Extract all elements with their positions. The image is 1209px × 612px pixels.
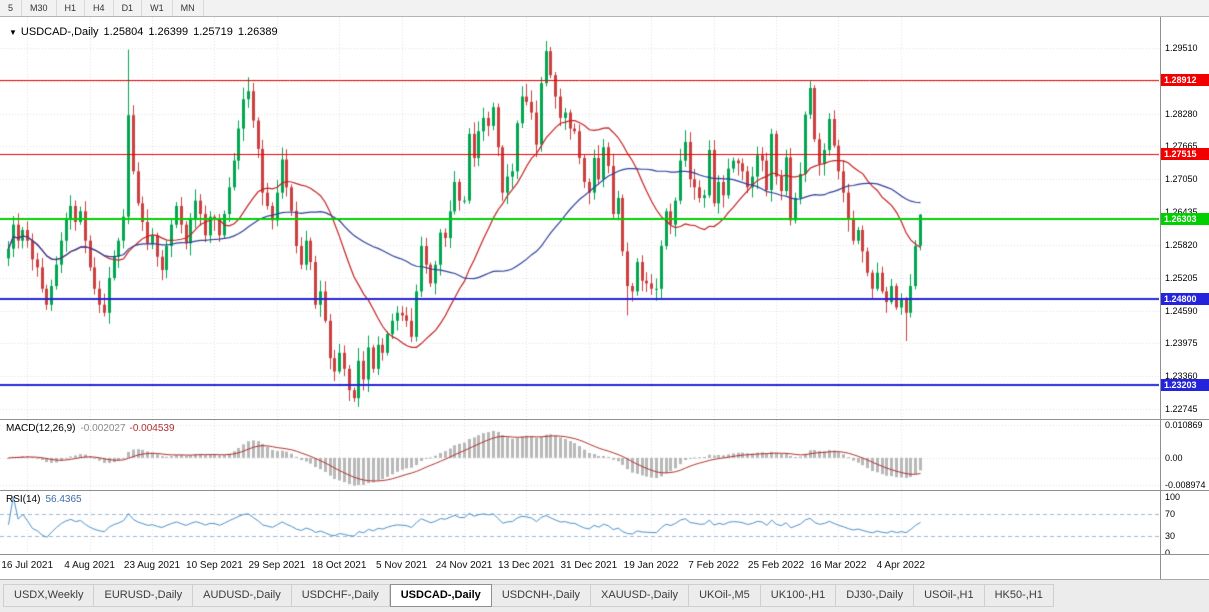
date-axis-label: 4 Apr 2022	[876, 560, 925, 571]
macd-axis-label: 0.00	[1165, 452, 1183, 463]
date-axis-label: 19 Jan 2022	[623, 560, 679, 571]
tab-dj30-daily[interactable]: DJ30-,Daily	[836, 584, 915, 607]
macd-label: MACD(12,26,9) -0.002027 -0.004539	[6, 423, 175, 434]
date-axis-label: 7 Feb 2022	[688, 560, 739, 571]
collapse-icon[interactable]: ▼	[9, 28, 17, 37]
macd-name: MACD(12,26,9)	[6, 423, 76, 434]
price-axis-label: 1.28280	[1165, 108, 1198, 119]
date-axis-label: 5 Nov 2021	[376, 560, 428, 571]
rsi-axis: 100 70 30 0	[1160, 491, 1209, 557]
price-line-badge: 1.26303	[1161, 213, 1209, 225]
price-line-badge: 1.27515	[1161, 148, 1209, 160]
date-axis-label: 16 Jul 2021	[1, 560, 54, 571]
tab-ukoil-m5[interactable]: UKOil-,M5	[689, 584, 761, 607]
price-axis-label: 1.25820	[1165, 239, 1198, 250]
date-axis-corner	[1160, 555, 1209, 579]
date-axis-label: 13 Dec 2021	[498, 560, 555, 571]
rsi-axis-label: 0	[1165, 547, 1171, 558]
price-axis-label: 1.29510	[1165, 42, 1198, 53]
tab-xauusd-daily[interactable]: XAUUSD-,Daily	[591, 584, 690, 607]
tab-usdcnh-daily[interactable]: USDCNH-,Daily	[491, 584, 592, 607]
chart-symbol-label: USDCAD-,Daily	[20, 26, 99, 38]
macd-indicator-panel: MACD(12,26,9) -0.002027 -0.004539 0.010869…	[0, 419, 1209, 490]
timeframe-d1[interactable]: D1	[114, 0, 143, 16]
date-axis-label: 24 Nov 2021	[435, 560, 493, 571]
candlestick-canvas[interactable]	[0, 17, 1159, 419]
price-axis[interactable]: 1.29510 1.28280 1.27665 1.27050 1.26435 1.258…	[1160, 17, 1209, 419]
tab-usdcad-daily[interactable]: USDCAD-,Daily	[389, 584, 492, 607]
rsi-indicator-panel: RSI(14) 56.4365 100 70 30 0	[0, 490, 1209, 557]
date-axis-label: 25 Feb 2022	[747, 560, 805, 571]
tab-usdchf-daily[interactable]: USDCHF-,Daily	[291, 584, 390, 607]
tab-uk100-h1[interactable]: UK100-,H1	[760, 584, 837, 607]
macd-signal-value: -0.004539	[129, 423, 175, 434]
price-line-badge: 1.23203	[1161, 379, 1209, 391]
price-axis-label: 1.27050	[1165, 174, 1198, 185]
rsi-axis-label: 30	[1165, 531, 1176, 541]
rsi-axis-label: 70	[1165, 508, 1176, 519]
quote-low: 1.25719	[193, 26, 233, 38]
macd-axis-label: 0.010869	[1165, 419, 1203, 430]
rsi-name: RSI(14)	[6, 494, 41, 505]
tab-audusd-daily[interactable]: AUDUSD-,Daily	[193, 584, 292, 607]
price-line-badge: 1.28912	[1161, 74, 1209, 86]
timeframe-toolbar: 5 M30 H1 H4 D1 W1 MN	[0, 0, 1209, 17]
rsi-axis-label: 100	[1165, 491, 1181, 502]
main-chart-panel: ▼ USDCAD-,Daily 1.25804 1.26399 1.25719 1.263…	[0, 17, 1209, 419]
price-axis-label: 1.22745	[1165, 404, 1198, 415]
date-axis-label: 10 Sep 2021	[186, 560, 243, 571]
tab-eurusd-daily[interactable]: EURUSD-,Daily	[94, 584, 194, 607]
macd-axis: 0.010869 0.00 -0.008974	[1160, 420, 1209, 490]
chart-tab-bar: USDX,Weekly EURUSD-,Daily AUDUSD-,Daily USD…	[0, 579, 1209, 612]
timeframe-w1[interactable]: W1	[142, 0, 173, 16]
timeframe-5[interactable]: 5	[0, 0, 23, 16]
date-axis-label: 31 Dec 2021	[560, 560, 618, 571]
quote-close: 1.26389	[237, 26, 278, 38]
date-axis[interactable]: 16 Jul 2021 4 Aug 2021 23 Aug 2021 10 Sep 2…	[0, 554, 1209, 579]
rsi-canvas[interactable]	[0, 491, 1159, 554]
rsi-value: 56.4365	[45, 494, 82, 505]
quote-high: 1.26399	[148, 26, 189, 38]
tab-usdx-weekly[interactable]: USDX,Weekly	[3, 584, 95, 607]
date-axis-label: 18 Oct 2021	[311, 560, 367, 571]
tab-usoil-h1[interactable]: USOil-,H1	[914, 584, 985, 607]
tab-hk50-h1[interactable]: HK50-,H1	[984, 584, 1054, 607]
macd-axis-label: -0.008974	[1165, 479, 1206, 490]
date-axis-label: 16 Mar 2022	[810, 560, 867, 571]
price-axis-label: 1.23975	[1165, 338, 1198, 349]
date-axis-label: 4 Aug 2021	[64, 560, 115, 571]
timeframe-h1[interactable]: H1	[57, 0, 86, 16]
timeframe-m30[interactable]: M30	[22, 0, 57, 16]
timeframe-mn[interactable]: MN	[173, 0, 204, 16]
macd-canvas[interactable]	[0, 420, 1159, 490]
date-axis-label: 23 Aug 2021	[123, 560, 181, 571]
price-axis-label: 1.27665	[1165, 141, 1198, 152]
chart-title: ▼ USDCAD-,Daily 1.25804 1.26399 1.25719 1.263…	[9, 26, 278, 38]
quote-open: 1.25804	[103, 26, 144, 38]
price-axis-label: 1.24590	[1165, 305, 1198, 316]
date-axis-label: 29 Sep 2021	[248, 560, 306, 571]
price-axis-label: 1.25205	[1165, 272, 1198, 283]
macd-main-value: -0.002027	[80, 423, 126, 434]
timeframe-h4[interactable]: H4	[85, 0, 114, 16]
price-line-badge: 1.24800	[1161, 293, 1209, 305]
rsi-label: RSI(14) 56.4365	[6, 494, 82, 505]
price-axis-label: 1.23360	[1165, 371, 1198, 382]
price-axis-label: 1.26435	[1165, 208, 1198, 217]
